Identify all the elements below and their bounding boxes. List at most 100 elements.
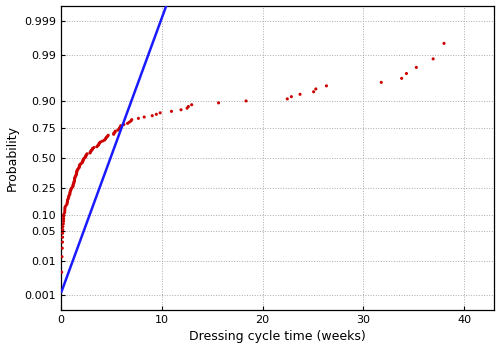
Point <box>120 122 128 127</box>
Point <box>126 119 134 125</box>
Point <box>100 138 108 143</box>
Point <box>288 94 296 99</box>
Y-axis label: Probability: Probability <box>6 125 18 191</box>
Point <box>96 139 104 145</box>
Point <box>110 132 118 137</box>
Point <box>58 227 66 232</box>
Point <box>402 71 410 76</box>
Point <box>70 177 78 182</box>
Point <box>188 102 196 107</box>
Point <box>63 200 71 206</box>
Point <box>60 212 68 217</box>
Point <box>134 116 142 121</box>
Point <box>60 210 68 215</box>
Point <box>72 170 80 176</box>
Point <box>127 118 135 124</box>
Point <box>58 269 66 275</box>
Point <box>148 113 156 118</box>
Point <box>74 167 82 173</box>
Point <box>64 196 72 201</box>
Point <box>88 147 96 152</box>
Point <box>102 134 110 140</box>
Point <box>82 152 90 157</box>
Point <box>86 149 94 155</box>
Point <box>124 120 132 126</box>
Point <box>78 159 86 164</box>
Point <box>73 169 81 174</box>
Point <box>82 155 90 160</box>
Point <box>64 197 72 203</box>
Point <box>76 163 84 169</box>
Point <box>128 117 136 122</box>
Point <box>72 173 80 179</box>
Point <box>61 206 69 212</box>
Point <box>412 65 420 70</box>
Point <box>104 133 112 139</box>
Point <box>115 126 123 132</box>
Point <box>59 224 67 229</box>
Point <box>104 133 112 138</box>
Point <box>296 91 304 97</box>
Point <box>76 163 84 168</box>
Point <box>88 146 96 151</box>
Point <box>70 179 78 185</box>
Point <box>242 98 250 104</box>
Point <box>63 201 71 207</box>
Point <box>61 205 69 210</box>
Point <box>69 184 77 190</box>
Point <box>60 214 68 220</box>
Point <box>58 230 66 236</box>
Point <box>440 40 448 46</box>
Point <box>102 135 110 141</box>
Point <box>68 185 76 191</box>
Point <box>72 171 80 176</box>
Point <box>95 141 103 147</box>
Point <box>64 194 72 200</box>
Point <box>102 136 110 142</box>
Point <box>74 166 82 172</box>
Point <box>76 164 84 170</box>
Point <box>69 183 77 188</box>
Point <box>96 140 104 146</box>
Point <box>66 188 74 194</box>
Point <box>111 128 119 134</box>
Point <box>82 153 90 158</box>
Point <box>79 157 87 163</box>
Point <box>58 235 66 240</box>
Point <box>73 168 81 173</box>
X-axis label: Dressing cycle time (weeks): Dressing cycle time (weeks) <box>190 331 366 343</box>
Point <box>80 156 88 162</box>
Point <box>117 123 125 128</box>
Point <box>152 111 160 117</box>
Point <box>82 154 90 159</box>
Point <box>116 124 124 129</box>
Point <box>71 174 79 180</box>
Point <box>110 131 118 136</box>
Point <box>66 190 74 195</box>
Point <box>66 191 74 196</box>
Point <box>66 192 74 198</box>
Point <box>76 162 84 167</box>
Point <box>310 89 318 95</box>
Point <box>70 179 78 184</box>
Point <box>79 158 87 164</box>
Point <box>111 129 119 135</box>
Point <box>58 245 66 251</box>
Point <box>83 151 91 157</box>
Point <box>67 186 75 192</box>
Point <box>322 83 330 89</box>
Point <box>75 165 83 171</box>
Point <box>378 80 386 85</box>
Point <box>183 105 191 111</box>
Point <box>64 199 72 204</box>
Point <box>65 193 73 199</box>
Point <box>98 138 106 144</box>
Point <box>69 181 77 187</box>
Point <box>80 155 88 161</box>
Point <box>72 172 80 177</box>
Point <box>177 107 185 113</box>
Point <box>140 114 148 120</box>
Point <box>72 173 80 178</box>
Point <box>78 160 86 165</box>
Point <box>398 75 406 81</box>
